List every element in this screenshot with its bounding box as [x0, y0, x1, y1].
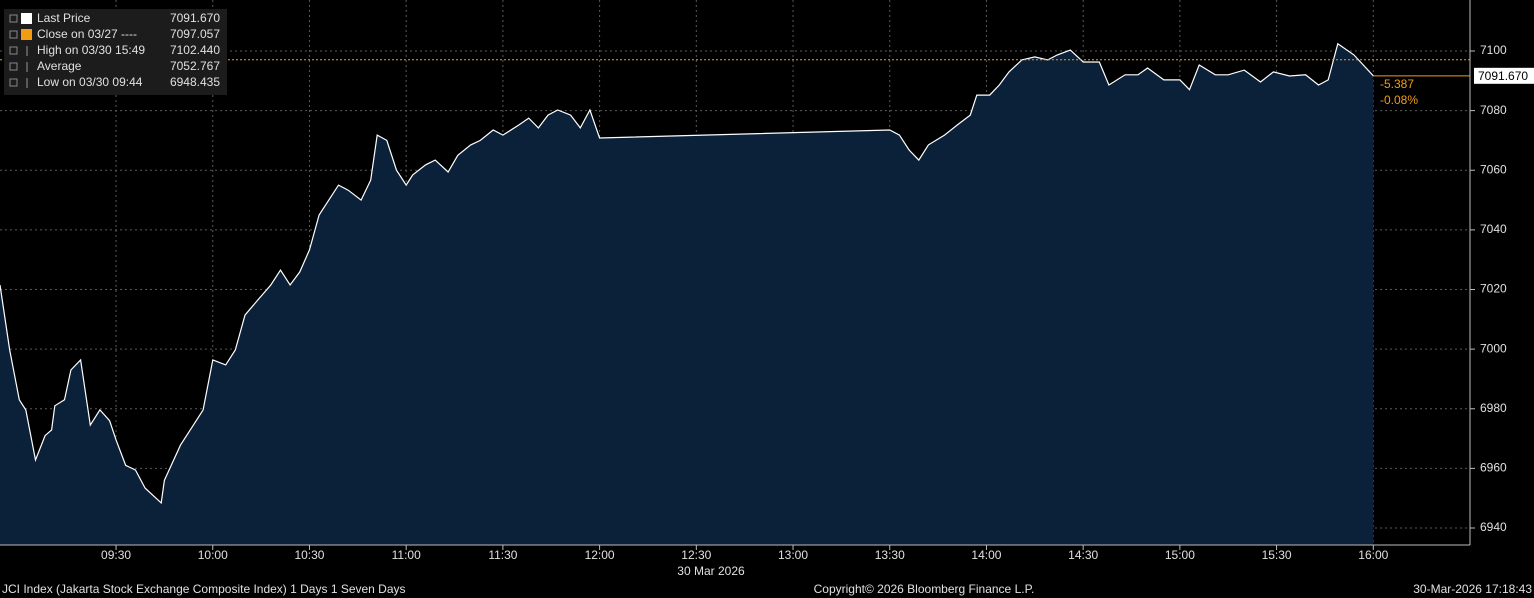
legend-toggle — [9, 14, 18, 23]
y-tick-label: 6940 — [1480, 520, 1507, 534]
x-tick-label: 16:00 — [1358, 548, 1388, 562]
area — [0, 43, 1374, 545]
legend-name: Last Price — [37, 11, 91, 25]
x-tick-label: 14:30 — [1068, 548, 1098, 562]
x-tick-label: 10:00 — [198, 548, 228, 562]
legend-box — [4, 9, 227, 95]
x-tick-label: 11:00 — [392, 548, 421, 562]
legend-name: Close on 03/27 ---- — [37, 27, 137, 41]
x-tick-label: 15:30 — [1262, 548, 1292, 562]
y-tick-label: 7080 — [1480, 103, 1507, 117]
legend-value: 7052.767 — [170, 59, 220, 73]
legend-toggle — [9, 46, 18, 55]
y-tick-label: 6960 — [1480, 461, 1507, 475]
legend-swatch — [21, 13, 32, 24]
legend: Last Price 7091.670 Close on 03/27 ---- 709… — [4, 9, 227, 95]
y-tick-label: 7100 — [1480, 43, 1507, 57]
x-tick-label: 15:00 — [1165, 548, 1195, 562]
last-price-box — [1474, 67, 1534, 84]
x-date: 30 Mar 2026 — [677, 564, 745, 578]
x-tick-label: 10:30 — [294, 548, 324, 562]
footer-center: Copyright© 2026 Bloomberg Finance L.P. — [814, 582, 1035, 596]
y-tick-label: 6980 — [1480, 401, 1507, 415]
legend-swatch — [21, 29, 32, 40]
y-tick-label: 7040 — [1480, 222, 1507, 236]
legend-value: 7097.057 — [170, 27, 220, 41]
legend-toggle — [9, 78, 18, 87]
x-tick-label: 09:30 — [101, 548, 131, 562]
x-tick-label: 13:00 — [778, 548, 808, 562]
x-tick-label: 12:30 — [681, 548, 711, 562]
x-tick-label: 11:30 — [488, 548, 517, 562]
legend-name: Low on 03/30 09:44 — [37, 75, 143, 89]
y-tick-label: 7000 — [1480, 341, 1507, 355]
x-tick-label: 14:00 — [971, 548, 1001, 562]
legend-name: High on 03/30 15:49 — [37, 43, 145, 57]
x-tick-label: 13:30 — [875, 548, 905, 562]
line — [0, 42, 1374, 505]
last-price-label: 7091.670 — [1478, 69, 1528, 83]
change-pct: -0.08% — [1380, 93, 1418, 107]
x-tick-label: 12:00 — [585, 548, 615, 562]
legend-toggle — [9, 62, 18, 71]
legend-value: 7102.440 — [170, 43, 220, 57]
y-tick-label: 7060 — [1480, 162, 1507, 176]
legend-toggle — [9, 30, 18, 39]
y-tick-label: 7020 — [1480, 282, 1507, 296]
plot — [0, 42, 1470, 545]
change: -5.387 — [1380, 77, 1414, 91]
legend-name: Average — [37, 59, 82, 73]
legend-value: 7091.670 — [170, 11, 220, 25]
footer-right: 30-Mar-2026 17:18:43 — [1413, 582, 1532, 596]
legend-value: 6948.435 — [170, 75, 220, 89]
footer-left: JCI Index (Jakarta Stock Exchange Compos… — [2, 582, 406, 596]
